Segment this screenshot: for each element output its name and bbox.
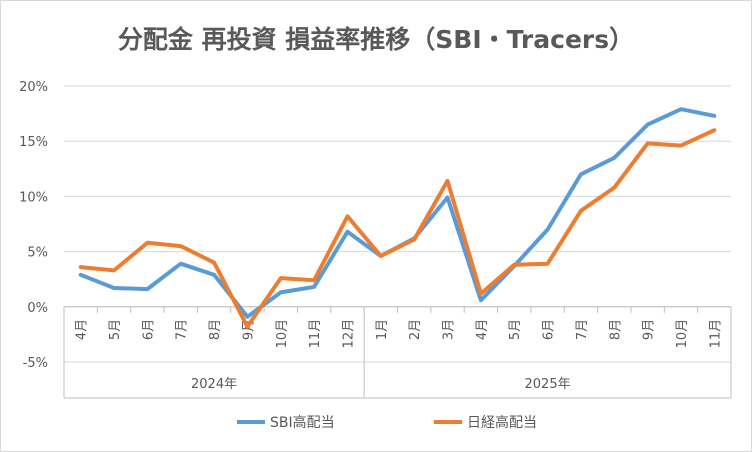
y-tick-label: 20% [19,80,48,95]
x-tick-label: 5月 [508,319,523,340]
x-tick-label: 3月 [442,319,457,340]
legend-label: 日経高配当 [467,414,537,431]
y-tick-label: -5% [23,356,48,371]
x-tick-label: 11月 [708,319,723,349]
grid-layer [64,85,731,363]
x-tick-label: 4月 [75,319,90,340]
series-line [78,107,717,319]
y-tick-label: 5% [27,246,48,261]
x-tick-label: 9月 [642,319,657,340]
x-tick-label: 8月 [608,319,623,340]
x-tick-label: 11月 [308,319,323,349]
x-tick-label: 6月 [141,319,156,340]
series-layer [78,107,717,329]
x-tick-label: 12月 [341,319,356,349]
legend: SBI高配当 日経高配当 [237,414,537,431]
x-tick-label: 6月 [542,319,557,340]
x-tick-label: 7月 [175,319,190,340]
x-tick-label: 2月 [408,319,423,340]
x-tick-label: 8月 [208,319,223,340]
series-line [78,128,717,329]
x-axis: 4月 5月 6月 7月 8月 9月 10月 11月 12月 1月 2月 3月 4月 5月 6月 7月 8月 9月 1… [63,306,732,399]
x-tick-label: 7月 [575,319,590,340]
x-tick-label: 10月 [675,319,690,349]
x-tick-label: 5月 [108,319,123,340]
y-axis-ticks: -5% 0% 5% 10% 15% 20% [19,80,48,371]
x-tick-label: 4月 [475,319,490,340]
y-tick-label: 0% [27,301,48,316]
chart-title: 分配金 再投資 損益率推移（SBI・Tracers） [118,25,634,54]
group-label: 2024年 [191,377,237,392]
legend-label: SBI高配当 [270,414,335,431]
x-tick-label: 1月 [375,319,390,340]
group-label: 2025年 [525,377,571,392]
x-tick-label: 10月 [275,319,290,349]
y-tick-label: 10% [19,190,48,205]
y-tick-label: 15% [19,135,48,150]
